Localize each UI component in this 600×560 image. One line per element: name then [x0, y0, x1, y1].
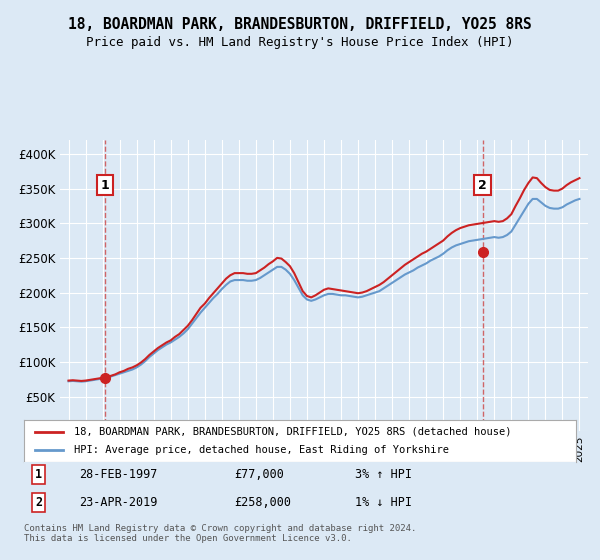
Text: HPI: Average price, detached house, East Riding of Yorkshire: HPI: Average price, detached house, East…: [74, 445, 449, 455]
Text: 1: 1: [35, 468, 42, 481]
Text: £77,000: £77,000: [234, 468, 284, 481]
Text: 18, BOARDMAN PARK, BRANDESBURTON, DRIFFIELD, YO25 8RS: 18, BOARDMAN PARK, BRANDESBURTON, DRIFFI…: [68, 17, 532, 32]
Text: 2: 2: [478, 179, 487, 192]
Text: 28-FEB-1997: 28-FEB-1997: [79, 468, 158, 481]
Text: 23-APR-2019: 23-APR-2019: [79, 496, 158, 509]
Text: 2: 2: [35, 496, 42, 509]
Text: 1: 1: [101, 179, 110, 192]
Text: £258,000: £258,000: [234, 496, 291, 509]
Text: 3% ↑ HPI: 3% ↑ HPI: [355, 468, 412, 481]
Text: Price paid vs. HM Land Registry's House Price Index (HPI): Price paid vs. HM Land Registry's House …: [86, 36, 514, 49]
Text: 1% ↓ HPI: 1% ↓ HPI: [355, 496, 412, 509]
Text: 18, BOARDMAN PARK, BRANDESBURTON, DRIFFIELD, YO25 8RS (detached house): 18, BOARDMAN PARK, BRANDESBURTON, DRIFFI…: [74, 427, 511, 437]
Text: Contains HM Land Registry data © Crown copyright and database right 2024.
This d: Contains HM Land Registry data © Crown c…: [24, 524, 416, 543]
